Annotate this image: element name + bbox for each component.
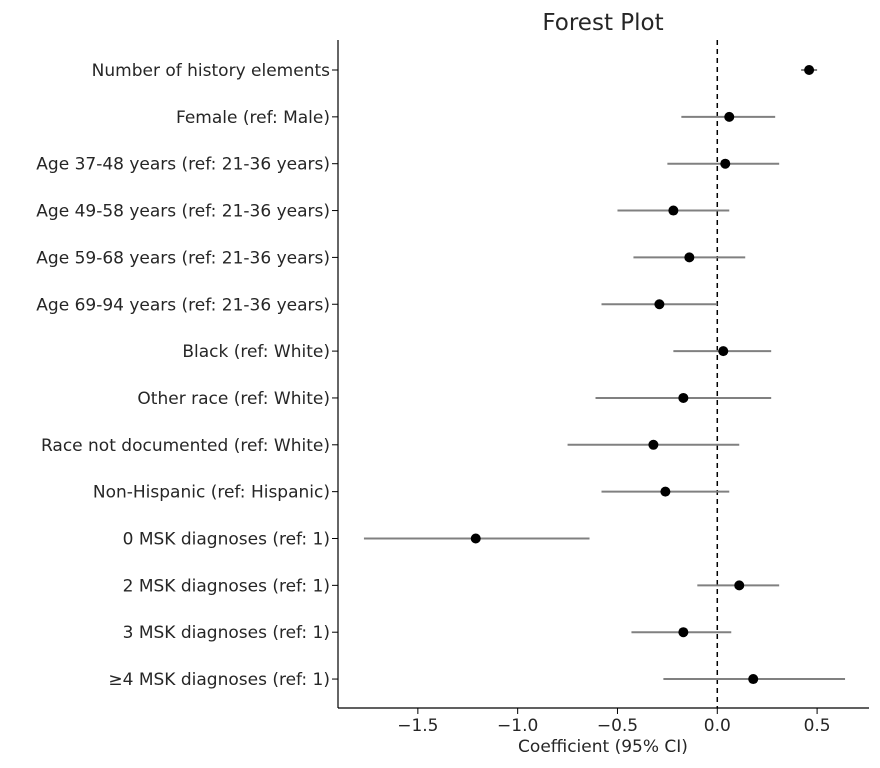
y-tick-label: 3 MSK diagnoses (ref: 1)	[123, 623, 330, 643]
estimate-point	[648, 439, 659, 450]
estimate-point	[734, 580, 745, 591]
y-tick-label: Age 59-68 years (ref: 21-36 years)	[36, 248, 330, 268]
estimate-point	[678, 392, 689, 403]
x-tick-label: −0.5	[597, 716, 638, 736]
x-tick-label: 0.0	[704, 716, 731, 736]
plot-area: −1.5 −1.0 −0.5 0.0 0.5 Number of history elem…	[36, 40, 869, 736]
x-axis-label: Coefficient (95% CI)	[518, 737, 688, 757]
y-tick-label: Black (ref: White)	[182, 342, 330, 362]
y-tick-label: Female (ref: Male)	[176, 108, 330, 128]
y-tick-label: Age 69-94 years (ref: 21-36 years)	[36, 295, 330, 315]
y-tick-label: Race not documented (ref: White)	[41, 436, 330, 456]
x-tick-label: −1.0	[497, 716, 538, 736]
estimate-point	[720, 158, 731, 169]
estimate-point	[678, 627, 689, 638]
estimate-point	[684, 252, 695, 263]
estimate-point	[724, 111, 735, 122]
y-tick-label: ≥4 MSK diagnoses (ref: 1)	[108, 670, 330, 690]
estimate-point	[804, 65, 815, 75]
y-tick-label: Number of history elements	[92, 61, 330, 81]
y-tick-label: Non-Hispanic (ref: Hispanic)	[93, 483, 330, 503]
estimate-point	[654, 299, 665, 310]
estimate-point	[660, 486, 671, 497]
chart-title: Forest Plot	[542, 10, 663, 36]
estimate-point	[748, 674, 759, 685]
y-tick-label: 0 MSK diagnoses (ref: 1)	[123, 530, 330, 550]
estimate-point	[668, 205, 679, 216]
y-tick-label: 2 MSK diagnoses (ref: 1)	[123, 576, 330, 596]
estimate-point	[718, 346, 729, 357]
x-tick-label: −1.5	[397, 716, 438, 736]
x-tick-label: 0.5	[804, 716, 831, 736]
y-tick-label: Other race (ref: White)	[137, 389, 330, 409]
estimate-point	[470, 533, 481, 544]
y-tick-label: Age 49-58 years (ref: 21-36 years)	[36, 202, 330, 222]
y-tick-label: Age 37-48 years (ref: 21-36 years)	[36, 155, 330, 175]
